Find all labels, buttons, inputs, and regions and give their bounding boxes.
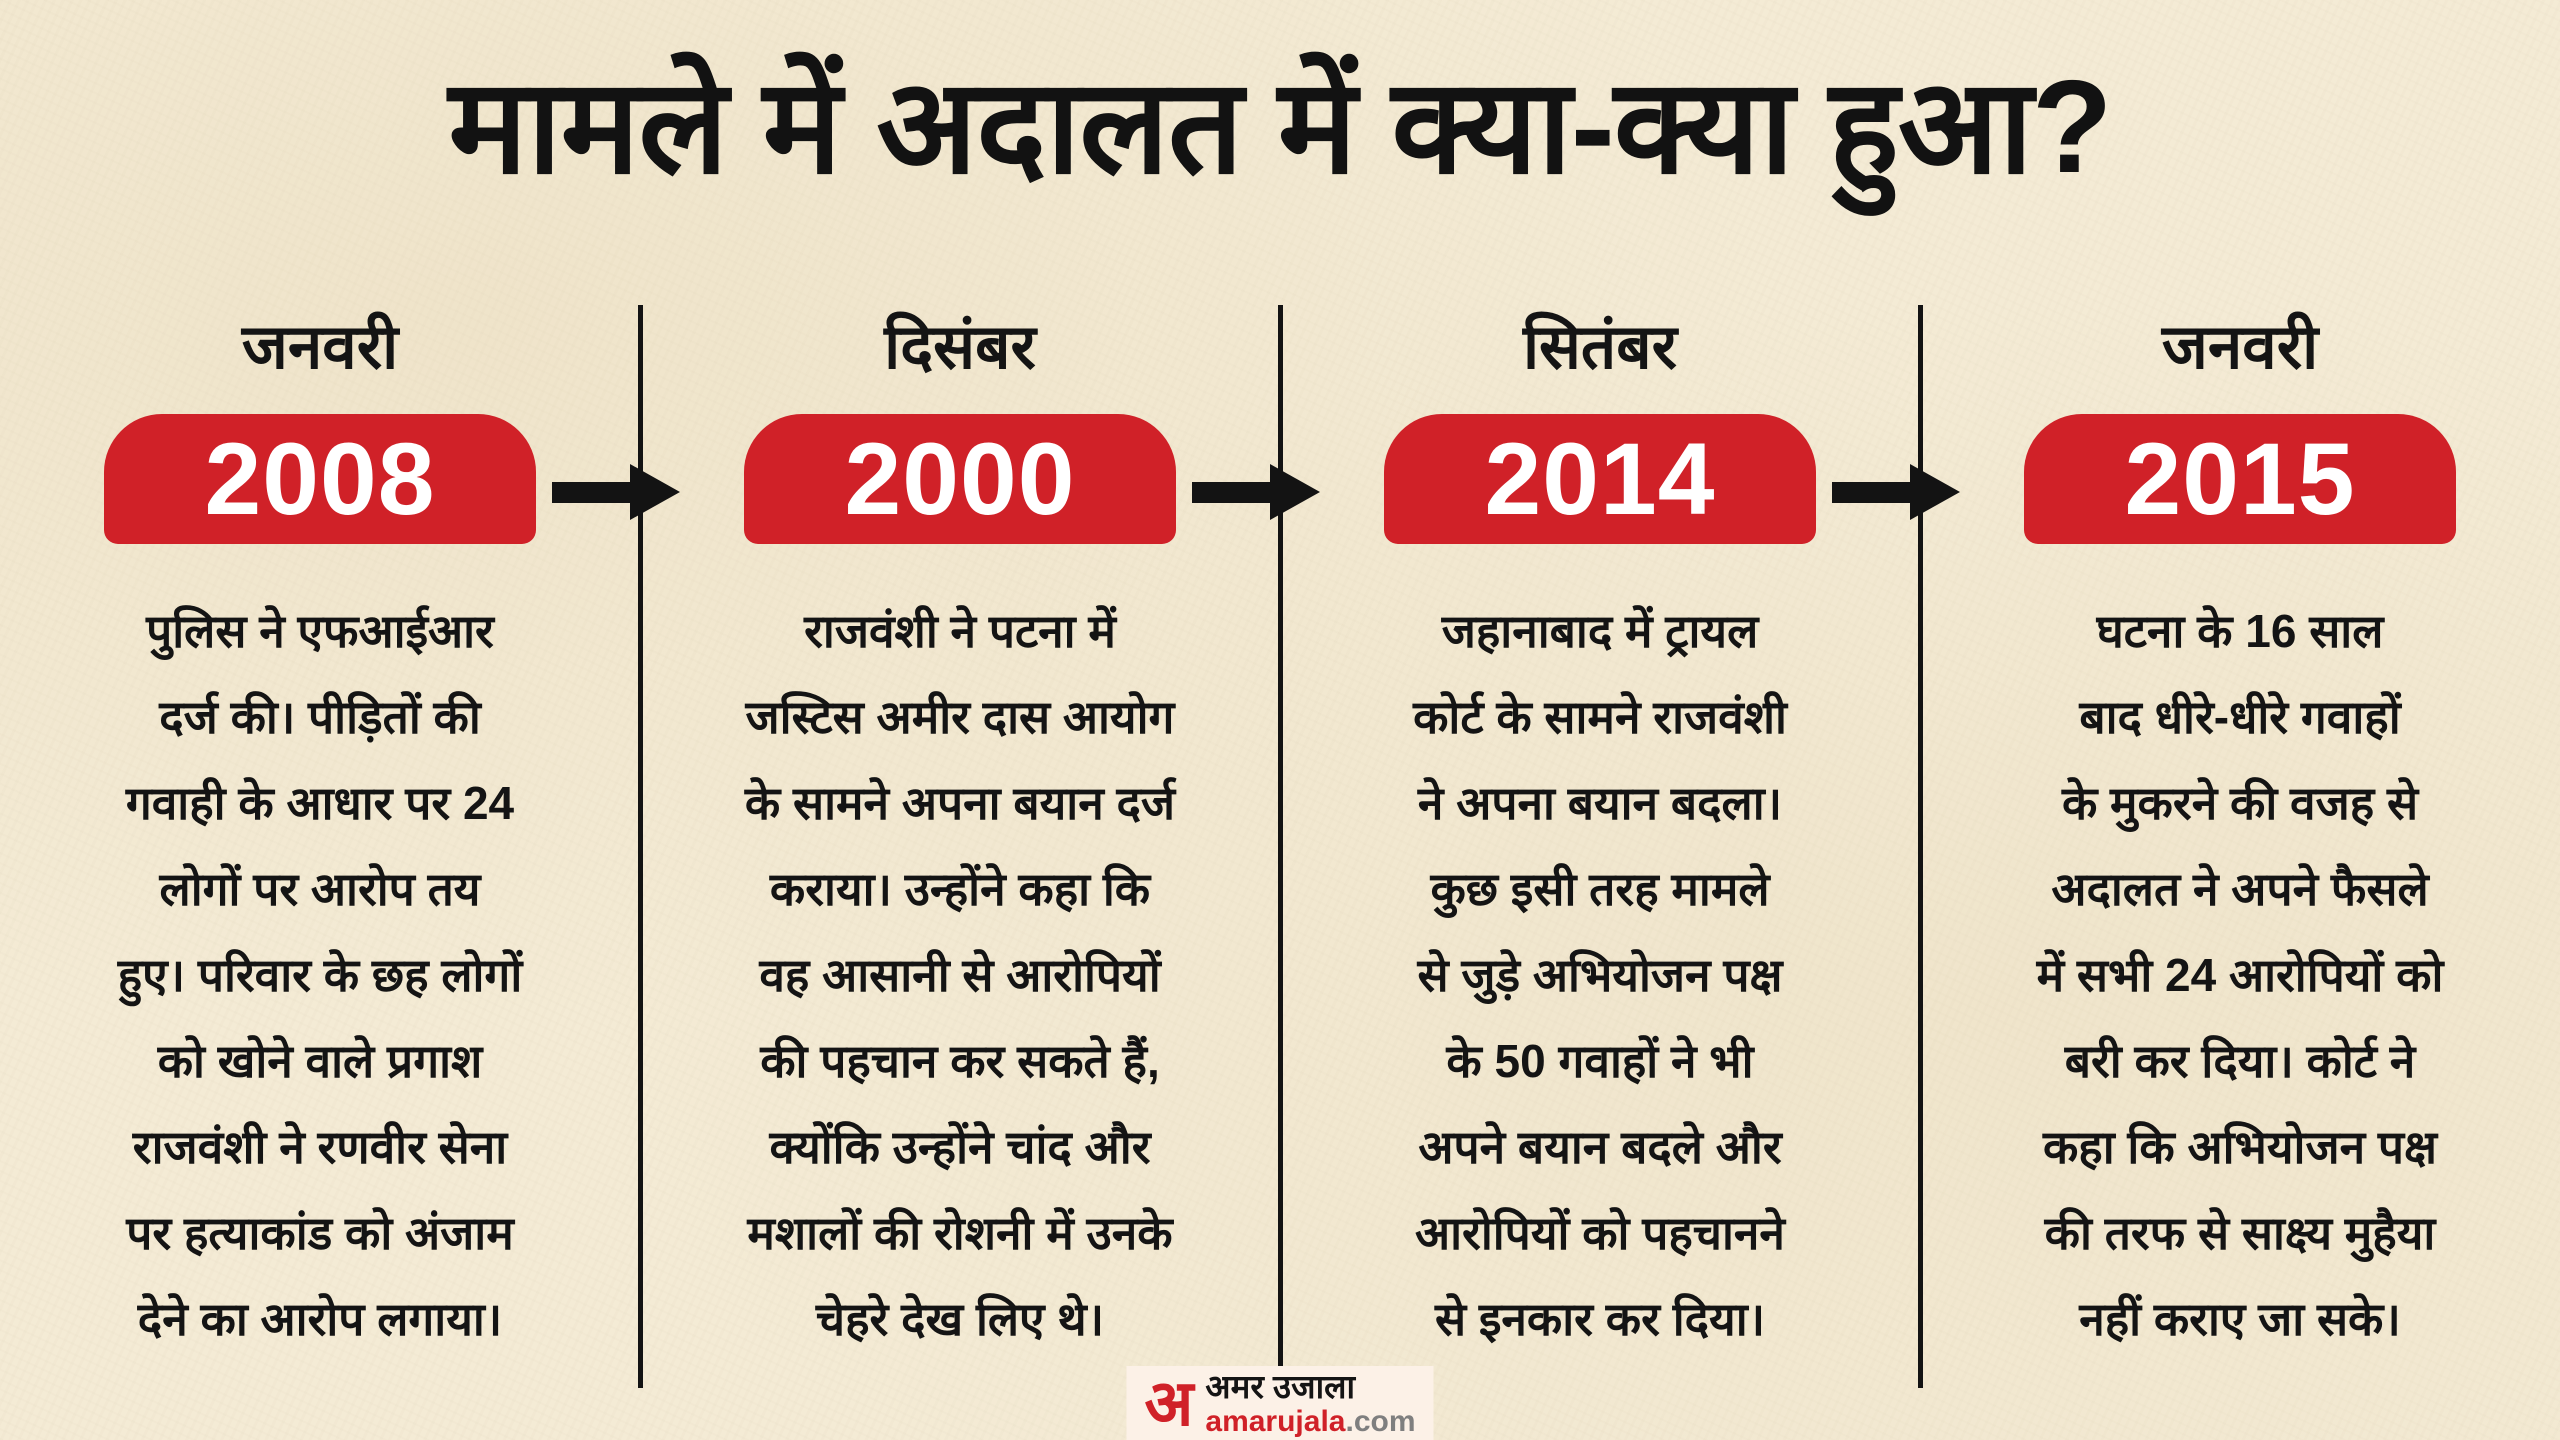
brand-name-hindi: अमर उजाला [1205,1367,1356,1405]
month-label: सितंबर [1522,313,1678,382]
arrow-head [1270,464,1320,520]
column-divider [1918,305,1923,1388]
timeline-column-2: दिसंबर 2000 राजवंशी ने पटना में जस्टिस अ… [640,308,1280,1362]
brand-tld: .com [1345,1404,1416,1438]
month-label: दिसंबर [884,313,1036,382]
event-description: घटना के 16 साल बाद धीरे-धीरे गवाहों के म… [2036,605,2444,1345]
arrow-head [1910,464,1960,520]
arrow-shaft [1832,482,1912,503]
event-description: राजवंशी ने पटना में जस्टिस अमीर दास आयोग… [744,605,1176,1345]
month-label: जनवरी [2161,313,2319,382]
timeline-column-3: सितंबर 2014 जहानाबाद में ट्रायल कोर्ट के… [1280,308,1920,1362]
month-label: जनवरी [241,313,399,382]
year-badge: 2014 [1384,414,1816,544]
column-divider [1278,305,1283,1388]
brand-website: amarujala.com [1205,1405,1415,1438]
page-title: मामले में अदालत में क्या-क्या हुआ? [448,53,2113,200]
timeline-columns: जनवरी 2008 पुलिस ने एफआईआर दर्ज की। पीड़… [0,308,2560,1362]
timeline-column-4: जनवरी 2015 घटना के 16 साल बाद धीरे-धीरे … [1920,308,2560,1362]
year-badge: 2015 [2024,414,2456,544]
publisher-logo: अ अमर उजाला amarujala.com [1126,1366,1434,1440]
arrow-right-icon [1192,464,1322,520]
arrow-shaft [552,482,632,503]
year-label: 2014 [1484,422,1716,536]
arrow-shaft [1192,482,1272,503]
arrow-right-icon [552,464,682,520]
year-label: 2000 [844,422,1076,536]
year-badge: 2008 [104,414,536,544]
year-label: 2015 [2124,422,2356,536]
timeline-column-1: जनवरी 2008 पुलिस ने एफआईआर दर्ज की। पीड़… [0,308,640,1362]
year-badge: 2000 [744,414,1176,544]
amar-ujala-logo-icon: अ [1144,1367,1194,1439]
event-description: पुलिस ने एफआईआर दर्ज की। पीड़ितों की गवा… [117,605,523,1345]
column-divider [638,305,643,1388]
arrow-head [630,464,680,520]
event-description: जहानाबाद में ट्रायल कोर्ट के सामने राजवं… [1413,605,1787,1345]
year-label: 2008 [204,422,436,536]
arrow-right-icon [1832,464,1962,520]
brand-name-latin: amarujala [1205,1404,1346,1438]
brand-text-block: अमर उजाला amarujala.com [1205,1367,1415,1438]
